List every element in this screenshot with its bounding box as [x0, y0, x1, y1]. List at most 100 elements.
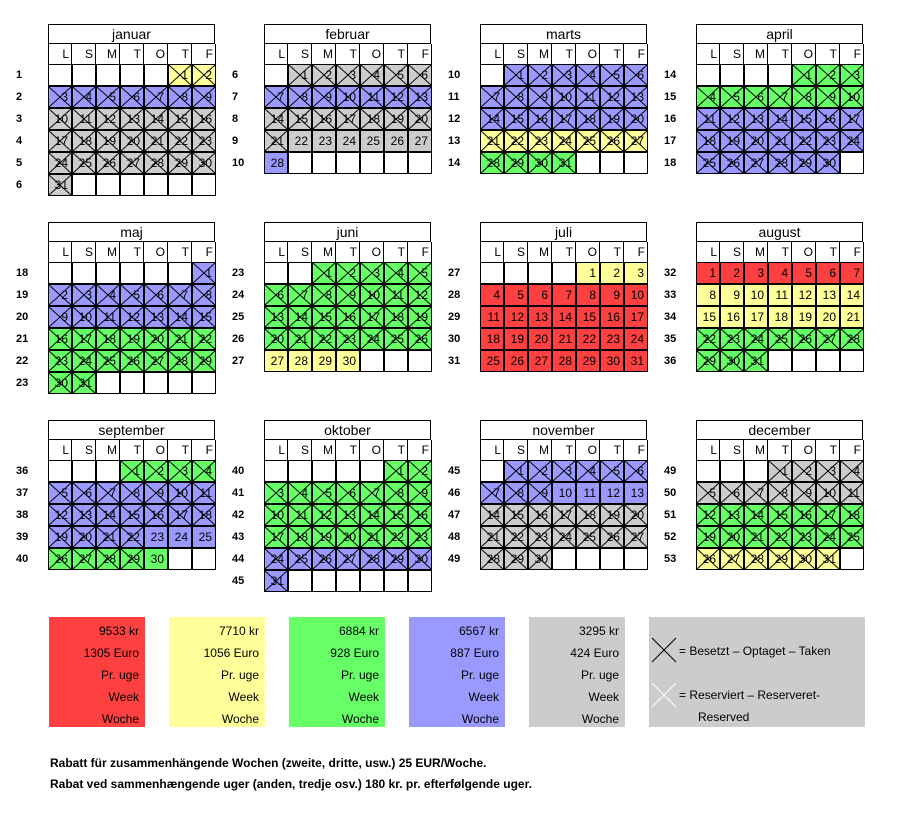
day-header: F	[840, 440, 864, 460]
day-number: 7	[157, 90, 164, 104]
taken-mark-icon	[769, 505, 791, 525]
day-cell: 11	[72, 108, 96, 130]
week-number: 10	[448, 69, 461, 81]
day-number: 25	[294, 552, 308, 566]
day-cell: 31	[552, 152, 576, 174]
day-header: O	[792, 44, 816, 64]
day-cell: 31	[72, 372, 96, 394]
day-number: 20	[342, 530, 356, 544]
empty-cell	[504, 262, 528, 284]
day-header: M	[96, 440, 120, 460]
day-cell: 25	[696, 152, 720, 174]
taken-mark-icon	[313, 307, 335, 327]
week-number: 33	[664, 289, 677, 301]
day-cell: 26	[312, 548, 336, 570]
day-cell: 26	[120, 350, 144, 372]
week-number: 27	[448, 267, 461, 279]
day-number: 2	[205, 68, 212, 82]
day-cell: 5	[408, 262, 432, 284]
day-number: 12	[102, 112, 116, 126]
day-cell: 7	[144, 86, 168, 108]
day-number: 7	[301, 288, 308, 302]
day-number: 25	[78, 156, 92, 170]
day-cell: 1	[768, 460, 792, 482]
empty-cell	[360, 460, 384, 482]
day-cell: 13	[264, 306, 288, 328]
day-cell: 7	[288, 284, 312, 306]
day-cell: 19	[48, 526, 72, 548]
day-number: 6	[757, 90, 764, 104]
day-cell: 6	[264, 284, 288, 306]
day-cell: 2	[528, 460, 552, 482]
day-number: 4	[493, 288, 500, 302]
taken-mark-icon	[409, 65, 431, 85]
day-number: 4	[301, 486, 308, 500]
day-header: T	[336, 242, 360, 262]
day-cell: 27	[624, 130, 648, 152]
day-cell: 27	[144, 350, 168, 372]
taken-mark-icon	[385, 505, 407, 525]
day-number: 19	[54, 530, 68, 544]
taken-mark-icon	[409, 505, 431, 525]
week-number: 39	[16, 531, 29, 543]
week-number: 34	[664, 311, 677, 323]
taken-mark-icon	[337, 307, 359, 327]
day-cell: 17	[360, 306, 384, 328]
day-number: 16	[414, 508, 428, 522]
day-cell: 25	[72, 152, 96, 174]
day-cell: 18	[384, 306, 408, 328]
day-cell: 15	[504, 504, 528, 526]
day-cell: 18	[768, 306, 792, 328]
day-cell: 2	[792, 460, 816, 482]
taken-mark-icon	[73, 549, 95, 569]
week-number: 18	[16, 267, 29, 279]
week-number: 14	[664, 69, 677, 81]
day-number: 29	[390, 552, 404, 566]
taken-mark-icon	[505, 87, 527, 107]
day-number: 17	[822, 508, 836, 522]
day-cell: 2	[720, 262, 744, 284]
day-number: 12	[702, 508, 716, 522]
day-cell: 4	[480, 284, 504, 306]
day-cell: 8	[192, 284, 216, 306]
day-cell: 30	[816, 152, 840, 174]
empty-cell	[360, 570, 384, 592]
day-header: T	[552, 242, 576, 262]
taken-mark-icon	[337, 263, 359, 283]
day-cell: 10	[744, 284, 768, 306]
empty-cell	[384, 350, 408, 372]
day-cell: 20	[264, 328, 288, 350]
day-cell: 4	[768, 262, 792, 284]
day-number: 9	[421, 486, 428, 500]
week-number: 41	[232, 487, 245, 499]
day-header: F	[408, 440, 432, 460]
taken-mark-icon	[697, 153, 719, 173]
day-cell: 7	[168, 284, 192, 306]
day-cell: 29	[792, 152, 816, 174]
day-cell: 15	[504, 108, 528, 130]
empty-cell	[96, 372, 120, 394]
day-number: 21	[366, 530, 380, 544]
day-cell: 6	[744, 86, 768, 108]
taken-mark-icon	[505, 109, 527, 129]
taken-mark-icon	[313, 505, 335, 525]
taken-mark-icon	[361, 109, 383, 129]
empty-cell	[480, 262, 504, 284]
day-cell: 29	[576, 350, 600, 372]
day-number: 24	[174, 530, 188, 544]
day-number: 17	[174, 508, 188, 522]
day-number: 9	[157, 486, 164, 500]
day-number: 21	[846, 310, 860, 324]
taken-mark-icon	[505, 65, 527, 85]
week-number: 21	[16, 333, 29, 345]
taken-mark-icon	[769, 109, 791, 129]
day-header: M	[744, 44, 768, 64]
day-cell: 25	[360, 130, 384, 152]
day-cell: 10	[840, 86, 864, 108]
day-number: 22	[510, 134, 524, 148]
taken-mark-icon	[265, 131, 287, 151]
month-title: november	[480, 420, 647, 440]
